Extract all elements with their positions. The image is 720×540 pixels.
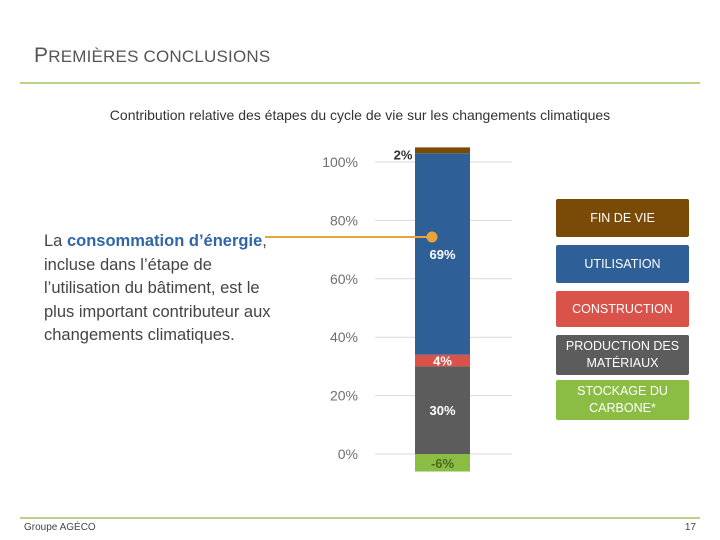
callout-dot bbox=[426, 231, 438, 243]
bar-segment-2 bbox=[415, 354, 470, 367]
y-tick-label: 0% bbox=[338, 446, 358, 462]
callout-post: , incluse dans l’étape de l’utilisation … bbox=[44, 232, 271, 344]
legend-item-2: CONSTRUCTION bbox=[556, 291, 689, 327]
title-divider bbox=[20, 82, 700, 84]
page-title-initial: P bbox=[34, 44, 49, 67]
bar-segment-0 bbox=[415, 454, 470, 472]
legend-item-4: STOCKAGE DU CARBONE* bbox=[556, 380, 689, 420]
bar-segment-3 bbox=[415, 153, 470, 355]
bar-segment-1 bbox=[415, 366, 470, 454]
callout-highlight-energie: d’énergie bbox=[188, 232, 263, 250]
footer-divider bbox=[20, 517, 700, 519]
y-tick-label: 60% bbox=[330, 271, 358, 287]
y-tick-label: 40% bbox=[330, 329, 358, 345]
callout-text: La consommation d’énergie, incluse dans … bbox=[44, 230, 280, 348]
callout-highlight-consommation: consommation bbox=[66, 232, 185, 250]
data-label-1: 30% bbox=[429, 403, 455, 418]
page-title-rest: REMIÈRES CONCLUSIONS bbox=[48, 47, 271, 66]
chart-title: Contribution relative des étapes du cycl… bbox=[109, 107, 611, 123]
data-label-3: 69% bbox=[429, 247, 455, 262]
page-number: 17 bbox=[684, 522, 696, 533]
data-label-0: -6% bbox=[431, 456, 455, 471]
page-title: PREMIÈRES CONCLUSIONS bbox=[34, 44, 270, 68]
footer-source: Groupe AGÉCO bbox=[24, 522, 96, 533]
y-tick-label: 20% bbox=[330, 388, 358, 404]
callout-pre: La bbox=[44, 232, 67, 250]
legend-item-0: FIN DE VIE bbox=[556, 199, 689, 237]
y-tick-label: 100% bbox=[322, 154, 358, 170]
y-tick-label: 80% bbox=[330, 212, 358, 228]
legend-item-1: UTILISATION bbox=[556, 245, 689, 283]
data-label-4: 2% bbox=[394, 147, 413, 162]
bar-segment-4 bbox=[415, 147, 470, 154]
legend-item-3: PRODUCTION DES MATÉRIAUX bbox=[556, 335, 689, 375]
data-label-2: 4% bbox=[433, 354, 452, 369]
